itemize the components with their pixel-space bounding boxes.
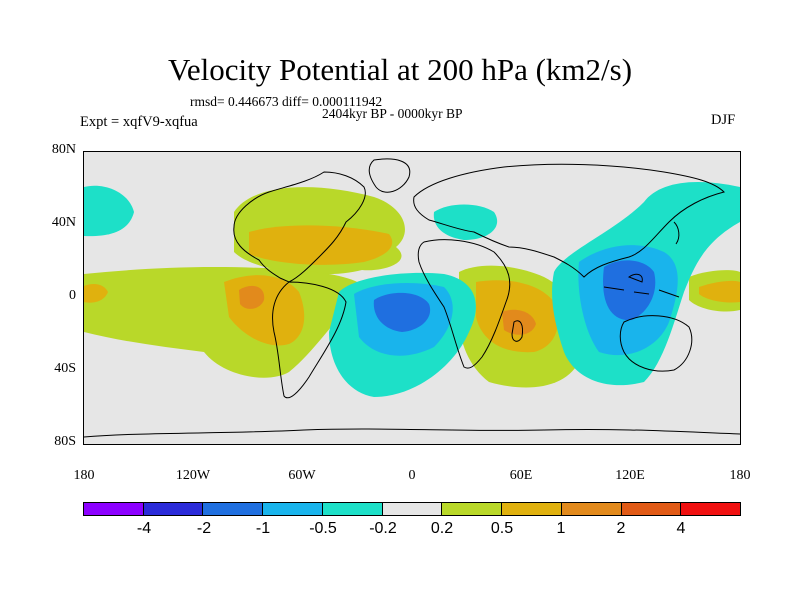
colorbar-bin (502, 503, 562, 515)
colorbar (83, 502, 741, 516)
lon-label-0: 0 (408, 468, 416, 483)
field-south-atlantic-core (373, 292, 431, 332)
coastline-antarctica (84, 428, 740, 438)
field-madagascar-core (502, 309, 536, 335)
colorbar-bin (382, 503, 443, 515)
colorbar-bin (681, 503, 741, 515)
season-label: DJF (711, 112, 736, 128)
colorbar-label: -0.5 (309, 520, 337, 537)
lon-label-60w: 60W (288, 468, 316, 483)
colorbar-bin (143, 503, 204, 515)
coastline-south-america (272, 281, 347, 399)
colorbar-label: 2 (616, 520, 626, 537)
colorbar-bin (621, 503, 682, 515)
colorbar-label: -2 (196, 520, 212, 537)
colorbar-bin (322, 503, 383, 515)
map-svg (84, 158, 740, 438)
colorbar-label: -4 (136, 520, 152, 537)
field-pacific-orange (699, 280, 740, 303)
lat-label-80n: 80N (51, 142, 76, 157)
coastline-greenland (368, 158, 411, 193)
colorbar-label: 0.5 (490, 520, 514, 537)
lat-label-80s: 80S (54, 434, 76, 449)
lat-label-0: 0 (69, 288, 76, 303)
coastline-japan (673, 221, 680, 245)
lon-label-120w: 120W (175, 468, 211, 483)
coastline-north-america (233, 171, 366, 283)
colorbar-bin (561, 503, 622, 515)
field-south-america-core (239, 285, 265, 309)
colorbar-label: -0.2 (369, 520, 397, 537)
lon-label-180w: 180 (73, 468, 95, 483)
field-north-pacific-east (84, 185, 134, 237)
field-indonesia-core (603, 260, 656, 321)
map-panel (83, 151, 741, 445)
colorbar-label: 1 (556, 520, 566, 537)
stats-text: rmsd= 0.446673 diff= 0.000111942 (190, 94, 383, 109)
colorbar-label: 0.2 (430, 520, 454, 537)
period-text: 2404kyr BP - 0000kyr BP (322, 106, 463, 121)
colorbar-bin (84, 503, 144, 515)
lon-label-180e: 180 (729, 468, 751, 483)
colorbar-bin (203, 503, 264, 515)
colorbar-label: 4 (676, 520, 686, 537)
field-mid-atlantic (249, 225, 393, 265)
coastline-indonesia (603, 273, 680, 298)
plot-title: Velocity Potential at 200 hPa (km2/s) (167, 52, 633, 87)
lat-label-40n: 40N (51, 215, 76, 230)
field-europe-teal (433, 204, 498, 240)
coastline-australia (619, 315, 693, 372)
colorbar-label: -1 (255, 520, 271, 537)
lon-label-60e: 60E (509, 468, 533, 483)
lon-label-120e: 120E (615, 468, 645, 483)
colorbar-bin (442, 503, 503, 515)
colorbar-bin (263, 503, 323, 515)
experiment-label: Expt = xqfV9-xqfua (80, 114, 198, 130)
coastline-africa (417, 239, 511, 369)
lat-label-40s: 40S (54, 361, 76, 376)
coastline-madagascar (511, 320, 523, 342)
field-east-pacific-orange (84, 284, 108, 303)
coastline-eurasia (413, 163, 725, 278)
